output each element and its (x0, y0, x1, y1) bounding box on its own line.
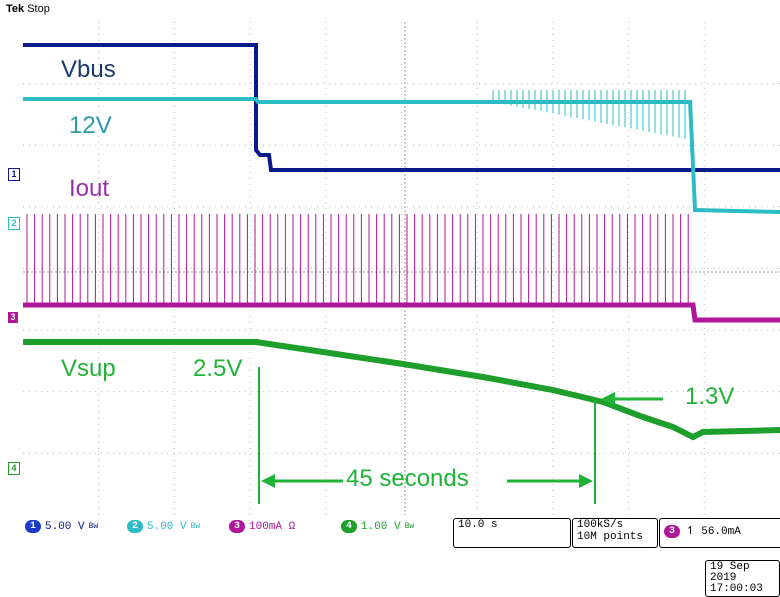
trigger-level: 56.0mA (701, 525, 741, 538)
sample-rate: 100kS/s (577, 519, 624, 531)
label-iout: Iout (69, 175, 110, 202)
trigger-slope-icon: ↿ (686, 525, 696, 538)
ch1-badge: 1 (25, 520, 41, 533)
label-1-3v: 1.3V (685, 383, 735, 410)
ch2-trace (23, 97, 780, 214)
ch1-scale: 5.00 V (45, 520, 85, 533)
waveform-svg (23, 22, 780, 515)
ch1-status[interactable]: 1 5.00 V Bw (25, 520, 98, 533)
date-text: 19 Sep 2019 (710, 561, 750, 584)
ch2-badge: 2 (127, 520, 143, 533)
label-2-5v: 2.5V (193, 355, 243, 382)
datetime-box: 19 Sep 2019 17:00:03 (705, 560, 780, 597)
time-text: 17:00:03 (710, 583, 763, 595)
acquisition-state: Stop (27, 3, 50, 15)
label-vsup: Vsup (61, 355, 116, 382)
bandwidth-limit-icon: Bw (190, 522, 201, 531)
ch2-marker[interactable]: 2 (8, 217, 20, 230)
label-vbus: Vbus (61, 56, 116, 83)
ch4-trace (23, 339, 780, 441)
ch3-status[interactable]: 3 100mA Ω (229, 520, 295, 533)
ch1-marker[interactable]: 1 (8, 168, 20, 181)
bandwidth-limit-icon: Bw (88, 522, 99, 531)
ch3-trace (23, 302, 780, 323)
label-12v: 12V (69, 112, 112, 139)
ch2-status[interactable]: 2 5.00 V Bw (127, 520, 200, 533)
ch4-status[interactable]: 4 1.00 V Bw (341, 520, 414, 533)
timebase-value: 10.0 s (458, 519, 498, 531)
ch4-marker[interactable]: 4 (8, 462, 20, 475)
waveform-display[interactable]: Vbus 12V Iout Vsup 2.5V 1.3V 45 seconds (23, 22, 780, 515)
ch4-scale: 1.00 V (361, 520, 401, 533)
brand-label: Tek (6, 3, 25, 15)
bandwidth-limit-icon: Bw (404, 522, 415, 531)
ch1-trace (23, 43, 780, 172)
acquisition-box[interactable]: 100kS/s 10M points (572, 518, 658, 548)
ch3-marker[interactable]: 3 (8, 312, 18, 323)
trigger-box[interactable]: 3 ↿ 56.0mA (659, 518, 780, 548)
label-duration: 45 seconds (346, 465, 469, 492)
scope-header: Tek Stop (6, 3, 50, 15)
status-bar: 1 5.00 V Bw 2 5.00 V Bw 3 100mA Ω 4 1.00… (23, 518, 780, 548)
ch3-badge: 3 (229, 520, 245, 533)
trigger-source-badge: 3 (664, 525, 680, 538)
graticule (23, 22, 780, 515)
record-length: 10M points (577, 531, 644, 543)
timebase-box[interactable]: 10.0 s (453, 518, 571, 548)
ch3-scale: 100mA Ω (249, 520, 296, 533)
ch2-scale: 5.00 V (147, 520, 187, 533)
ch4-badge: 4 (341, 520, 357, 533)
